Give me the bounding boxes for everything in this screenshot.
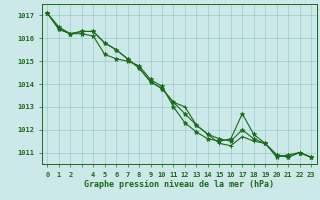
- X-axis label: Graphe pression niveau de la mer (hPa): Graphe pression niveau de la mer (hPa): [84, 180, 274, 189]
